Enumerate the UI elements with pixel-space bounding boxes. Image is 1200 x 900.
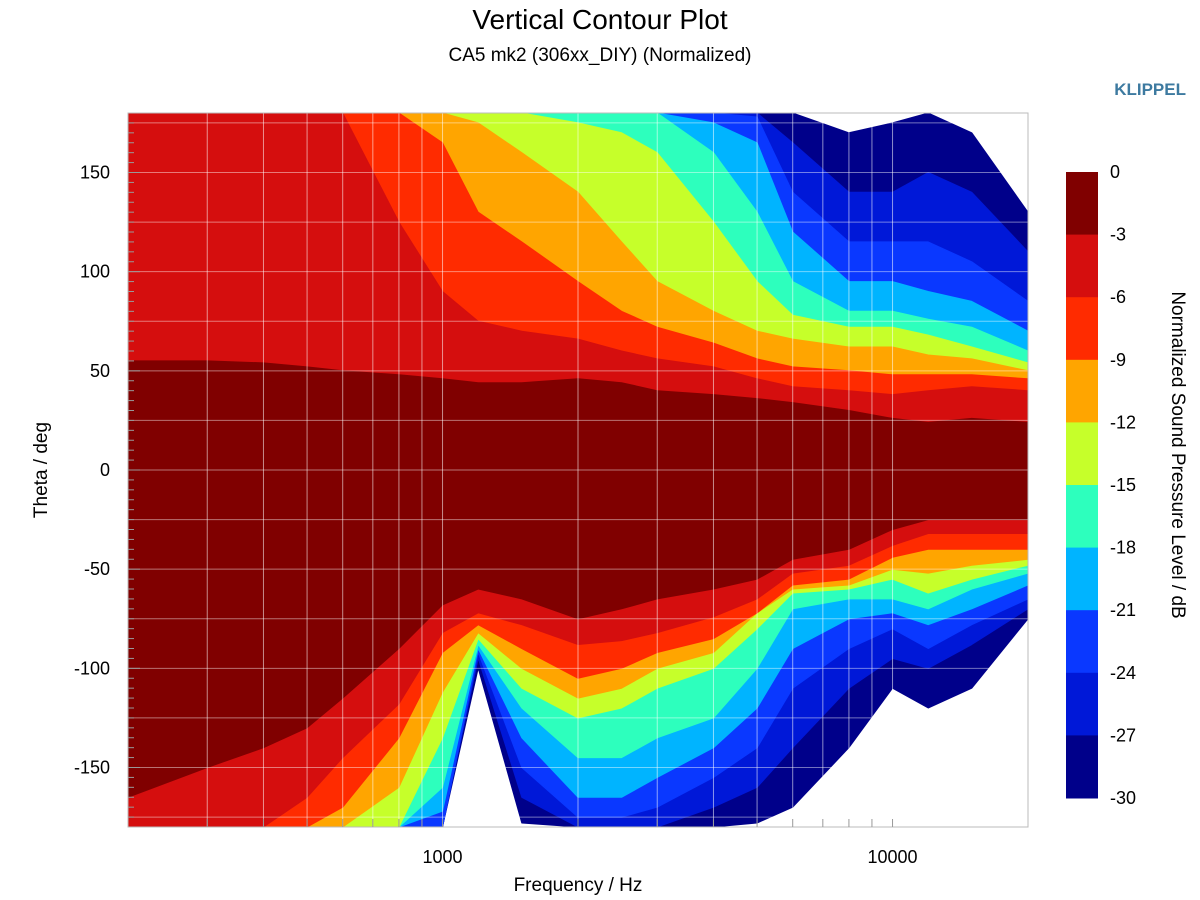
colorbar-segment [1066, 422, 1098, 486]
colorbar-segment [1066, 672, 1098, 736]
x-tick-label: 1000 [423, 847, 463, 867]
colorbar-segment [1066, 735, 1098, 799]
colorbar-segment [1066, 359, 1098, 423]
colorbar-tick-label: -6 [1110, 287, 1126, 307]
y-tick-label: -150 [74, 758, 110, 778]
colorbar-title: Normalized Sound Pressure Level / dB [1167, 291, 1188, 618]
y-tick-label: 0 [100, 460, 110, 480]
y-axis-title: Theta / deg [31, 422, 52, 518]
chart-subtitle: CA5 mk2 (306xx_DIY) (Normalized) [448, 45, 752, 66]
colorbar-tick-label: -27 [1110, 725, 1136, 745]
y-tick-label: -100 [74, 658, 110, 678]
colorbar-tick-label: -18 [1110, 538, 1136, 558]
colorbar-segment [1066, 547, 1098, 611]
y-tick-label: 50 [90, 361, 110, 381]
colorbar-segment [1066, 172, 1098, 236]
colorbar-tick-label: -12 [1110, 412, 1136, 432]
colorbar-segment [1066, 610, 1098, 674]
brand-logo-text: KLIPPEL [1114, 80, 1186, 99]
colorbar-segment [1066, 485, 1098, 549]
x-tick-label: 10000 [868, 847, 918, 867]
y-tick-label: 100 [80, 262, 110, 282]
x-axis-title: Frequency / Hz [514, 875, 643, 896]
colorbar-tick-label: -9 [1110, 350, 1126, 370]
grid-lines [128, 113, 1028, 827]
colorbar: 0 -3 -6 -9 -12 -15 -18 -21 -24 -27 -30 [1066, 162, 1136, 808]
colorbar-segment [1066, 297, 1098, 361]
axes: 150 100 50 0 -50 -100 -150 1000 10000 [74, 112, 1029, 867]
colorbar-segment [1066, 234, 1098, 298]
y-tick-label: 150 [80, 163, 110, 183]
colorbar-tick-label: -30 [1110, 788, 1136, 808]
chart-title: Vertical Contour Plot [472, 4, 728, 35]
colorbar-tick-label: -15 [1110, 475, 1136, 495]
colorbar-tick-label: -3 [1110, 225, 1126, 245]
colorbar-tick-label: -24 [1110, 663, 1136, 683]
colorbar-tick-label: -21 [1110, 600, 1136, 620]
y-tick-label: -50 [84, 559, 110, 579]
colorbar-tick-label: 0 [1110, 162, 1120, 182]
